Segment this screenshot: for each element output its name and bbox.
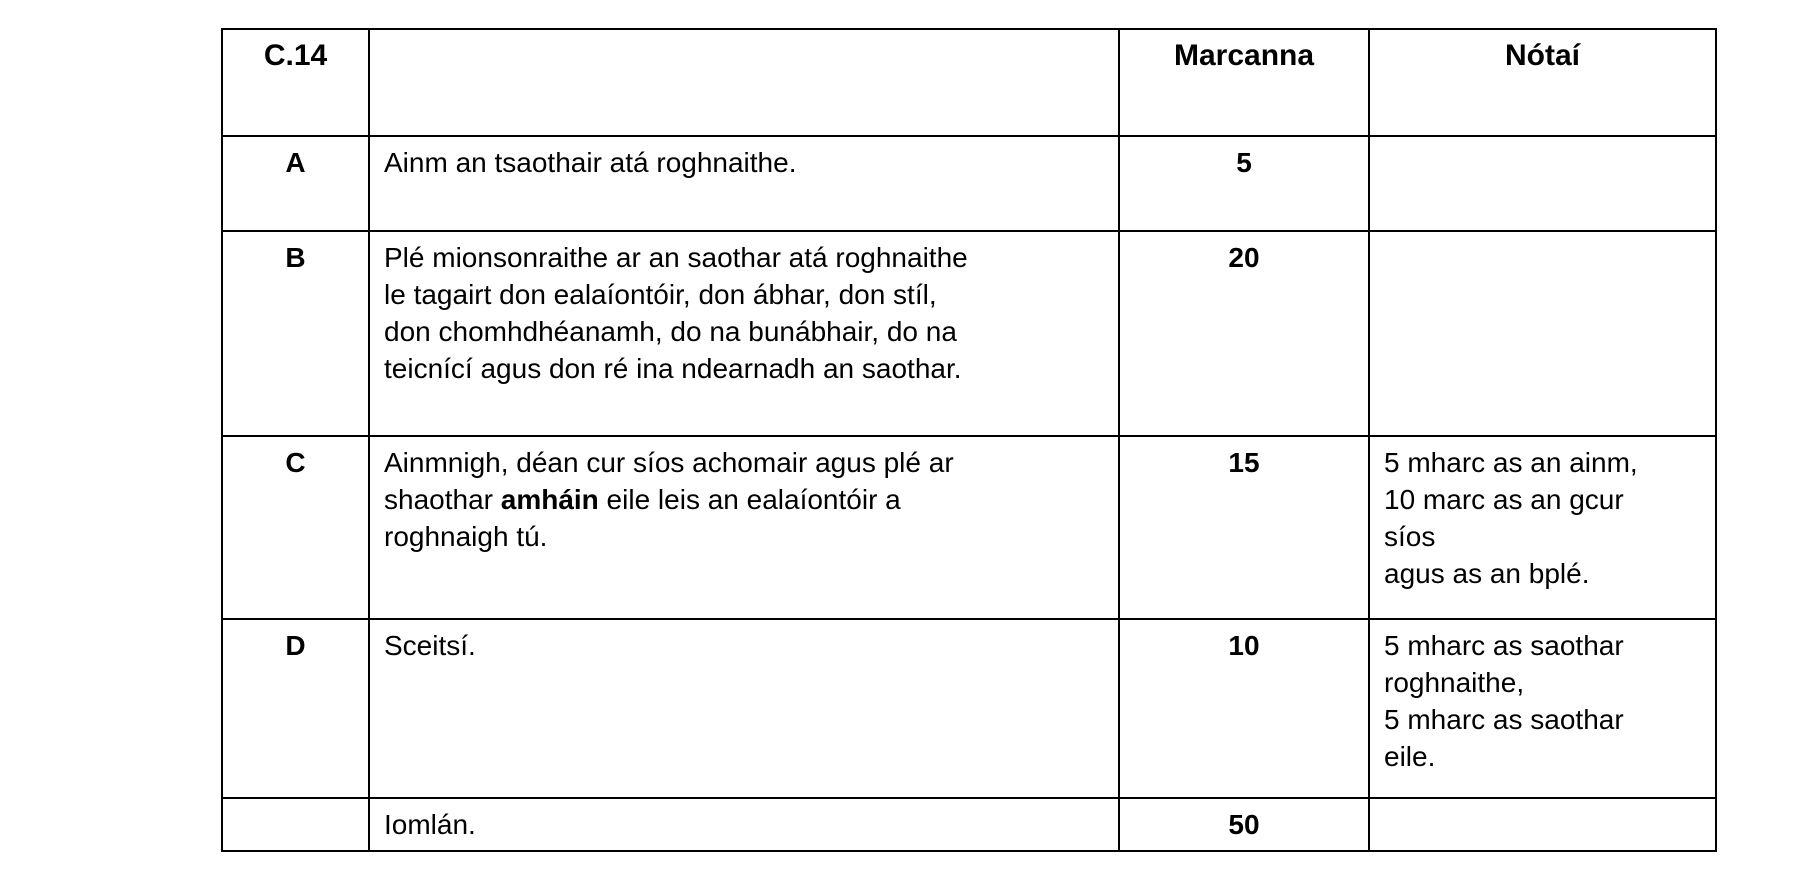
marks-cell: 15 [1118,435,1370,620]
description-bold-text: amháin [500,484,599,515]
marks-header: Marcanna [1118,28,1370,137]
row-label-cell [221,797,370,852]
notes-cell [1368,797,1717,852]
description-cell: Ainm an tsaothair atá roghnaithe. [368,135,1120,232]
notes-cell: 5 mharc as saothar roghnaithe, 5 mharc a… [1368,618,1717,799]
row-label-cell: B [221,230,370,437]
total-row: Iomlán. 50 [221,797,1717,852]
total-label-cell: Iomlán. [368,797,1120,852]
description-cell: Ainmnigh, déan cur síos achomair agus pl… [368,435,1120,620]
row-label-cell: A [221,135,370,232]
description-text: eile leis an ealaíontóir a roghnaigh tú. [384,484,901,552]
notes-cell: 5 mharc as an ainm, 10 marc as an gcur s… [1368,435,1717,620]
question-code-header: C.14 [221,28,370,137]
notes-header: Nótaí [1368,28,1717,137]
description-cell: Plé mionsonraithe ar an saothar atá rogh… [368,230,1120,437]
description-header [368,28,1120,137]
marks-cell: 10 [1118,618,1370,799]
description-text: Ainmnigh, déan cur síos achomair agus pl… [384,447,954,515]
marks-cell: 20 [1118,230,1370,437]
total-marks-cell: 50 [1118,797,1370,852]
notes-cell [1368,135,1717,232]
row-label-cell: D [221,618,370,799]
table-row: B Plé mionsonraithe ar an saothar atá ro… [221,230,1717,437]
table-row: D Sceitsí. 10 5 mharc as saothar roghnai… [221,618,1717,799]
table-header-row: C.14 Marcanna Nótaí [221,28,1717,137]
row-label-cell: C [221,435,370,620]
table-row: C Ainmnigh, déan cur síos achomair agus … [221,435,1717,620]
table-row: A Ainm an tsaothair atá roghnaithe. 5 [221,135,1717,232]
description-cell: Sceitsí. [368,618,1120,799]
notes-cell [1368,230,1717,437]
marking-scheme-table: C.14 Marcanna Nótaí A Ainm an tsaothair … [221,28,1717,852]
marks-cell: 5 [1118,135,1370,232]
